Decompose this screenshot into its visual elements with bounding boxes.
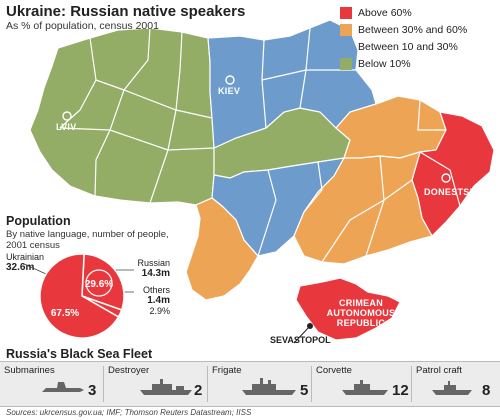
kiev-marker (225, 75, 235, 85)
crimea-label: CRIMEAN AUTONOMOUS REPUBLIC (326, 298, 396, 328)
legend-item-below-10: Below 10% (340, 56, 467, 71)
city-donetsk: DONESTSK (424, 187, 477, 197)
region-southeast (293, 151, 433, 265)
population-title: Population (6, 214, 71, 228)
pie-highlight-ring (85, 269, 113, 297)
region-odessa (185, 197, 259, 301)
others-value: 1.4m (147, 295, 170, 306)
region-crimea (295, 277, 401, 341)
fleet-title: Russia's Black Sea Fleet (6, 347, 153, 361)
divider (207, 366, 208, 402)
legend-swatch-green (340, 57, 352, 70)
crimea-label-line: AUTONOMOUS (326, 308, 396, 318)
divider (103, 366, 104, 402)
frigate-icon (242, 378, 296, 395)
ship-count: 2 (194, 382, 203, 399)
others-label: Others 1.4m 2.9% (136, 285, 170, 316)
ship-destroyer: Destroyer 2 (104, 362, 204, 406)
ukrainian-label: Ukrainian 32.6m (6, 252, 44, 273)
ship-name: Patrol craft (416, 365, 462, 376)
sevastopol-leader (293, 325, 311, 344)
crimea-label-line: CRIMEAN (338, 298, 384, 308)
others-pct: 2.9% (149, 306, 170, 316)
russian-value: 14.3m (141, 268, 170, 279)
ship-count: 8 (482, 382, 491, 399)
divider (411, 366, 412, 402)
ukrainian-name: Ukrainian (6, 252, 45, 262)
ship-name: Destroyer (108, 365, 150, 376)
city-sevastopol: SEVASTOPOL (270, 335, 331, 345)
region-donbas (411, 111, 495, 237)
legend-label: Above 60% (358, 6, 412, 19)
sources-note: Sources: ukrcensus.gov.ua; IMF; Thomson … (6, 408, 252, 417)
ship-submarines: Submarines 3 (0, 362, 100, 406)
legend-item-above-60: Above 60% (340, 5, 467, 20)
legend-item-10-30: Between 10 and 30% (340, 39, 467, 54)
ship-name: Submarines (4, 365, 55, 376)
legend-swatch-blue (340, 40, 352, 53)
ship-count: 3 (88, 382, 97, 399)
legend-label: Below 10% (358, 57, 411, 70)
crimea-label-line: REPUBLIC (336, 318, 386, 328)
pie-slice-russian (81, 253, 125, 311)
legend-swatch-orange (340, 23, 352, 36)
divider (311, 366, 312, 402)
submarine-icon (42, 382, 84, 392)
map-title: Ukraine: Russian native speakers (6, 3, 246, 20)
ship-count: 12 (392, 382, 409, 399)
donetsk-marker (441, 173, 451, 183)
legend: Above 60% Between 30% and 60% Between 10… (340, 5, 467, 73)
city-lviv: LVIV (56, 122, 77, 132)
legend-label: Between 10 and 30% (358, 40, 458, 53)
destroyer-icon (140, 379, 192, 395)
ship-name: Corvette (316, 365, 352, 376)
others-name: Others (142, 285, 170, 295)
pie-slices (39, 253, 125, 339)
ship-name: Frigate (212, 365, 242, 376)
legend-swatch-red (340, 6, 352, 19)
ukrainian-leader (23, 263, 47, 275)
legend-label: Between 30% and 60% (358, 23, 468, 36)
russian-name: Russian (137, 258, 170, 268)
ukrainian-value: 32.6m (6, 262, 35, 273)
map-subtitle: As % of population, census 2001 (6, 20, 159, 32)
fleet-panel: Submarines 3 Destroyer 2 Frigate 5 Corve… (0, 361, 500, 407)
population-pie: 29.6% 67.5% (23, 253, 134, 339)
pie-slice-ukrainian (39, 253, 120, 339)
city-kiev: KIEV (218, 86, 241, 96)
corvette-icon (342, 380, 388, 395)
ship-corvette: Corvette 12 (312, 362, 409, 406)
lviv-marker (62, 111, 72, 121)
ukrainian-pct-label: 67.5% (51, 308, 79, 319)
ukraine-map (29, 19, 495, 344)
patrol-craft-icon (432, 381, 472, 395)
ship-patrol-craft: Patrol craft 8 (412, 362, 500, 406)
russian-pct-label: 29.6% (85, 279, 113, 290)
legend-item-30-60: Between 30% and 60% (340, 22, 467, 37)
ship-frigate: Frigate 5 (208, 362, 308, 406)
region-west (29, 27, 215, 206)
russian-label: Russian 14.3m (136, 258, 170, 279)
ship-count: 5 (300, 382, 309, 399)
population-subtitle: By native language, number of people, 20… (6, 229, 169, 251)
